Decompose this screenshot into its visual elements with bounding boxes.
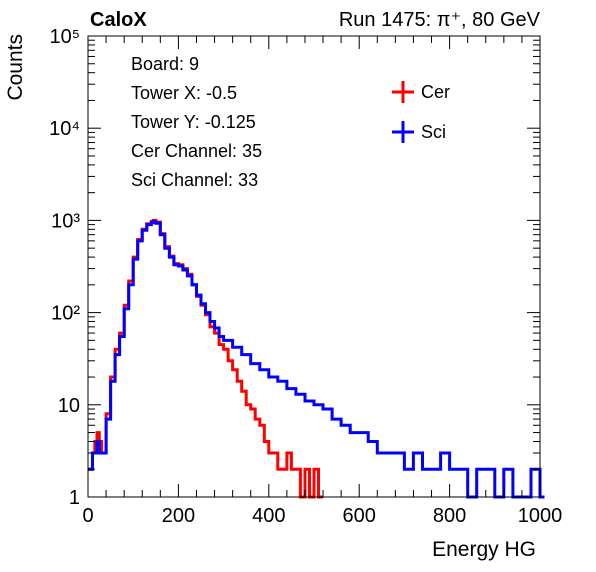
y-tick-label: 1 bbox=[69, 487, 80, 509]
legend-entry-sci: Sci bbox=[392, 121, 446, 143]
x-axis-label: Energy HG bbox=[432, 538, 536, 561]
plot-frame bbox=[87, 35, 541, 498]
info-box: Board: 9 Tower X: -0.5 Tower Y: -0.125 C… bbox=[131, 54, 262, 190]
legend: Cer Sci bbox=[392, 81, 450, 143]
x-tick-label: 200 bbox=[162, 505, 195, 527]
y-tick-label: 10 bbox=[58, 395, 80, 417]
y-tick-label: 10² bbox=[51, 303, 80, 325]
y-tick-label: 10³ bbox=[51, 210, 80, 232]
y-axis-label: Counts bbox=[4, 34, 27, 101]
info-line-tower-y: Tower Y: -0.125 bbox=[131, 112, 256, 132]
info-line-tower-x: Tower X: -0.5 bbox=[131, 83, 237, 103]
y-tick-label: 10⁵ bbox=[49, 26, 80, 48]
legend-entry-cer: Cer bbox=[392, 81, 450, 103]
x-tick-label: 600 bbox=[343, 505, 376, 527]
y-tick-label: 10⁴ bbox=[49, 118, 80, 140]
experiment-label: CaloX bbox=[90, 9, 147, 31]
run-info-label: Run 1475: π⁺, 80 GeV bbox=[339, 9, 541, 31]
plot-area: 0 200 400 600 800 1000 1 10 10² 10³ 10⁴ 10⁵ bbox=[49, 26, 562, 527]
legend-label-cer: Cer bbox=[421, 82, 450, 102]
info-line-sci-channel: Sci Channel: 33 bbox=[131, 170, 258, 190]
info-line-board: Board: 9 bbox=[131, 54, 199, 74]
info-line-cer-channel: Cer Channel: 35 bbox=[131, 141, 262, 161]
x-tick-label: 400 bbox=[252, 505, 285, 527]
series-line-sci bbox=[88, 220, 545, 499]
legend-label-sci: Sci bbox=[421, 122, 446, 142]
x-tick-label: 800 bbox=[433, 505, 466, 527]
x-tick-label: 1000 bbox=[518, 505, 563, 527]
x-tick-label: 0 bbox=[82, 505, 93, 527]
